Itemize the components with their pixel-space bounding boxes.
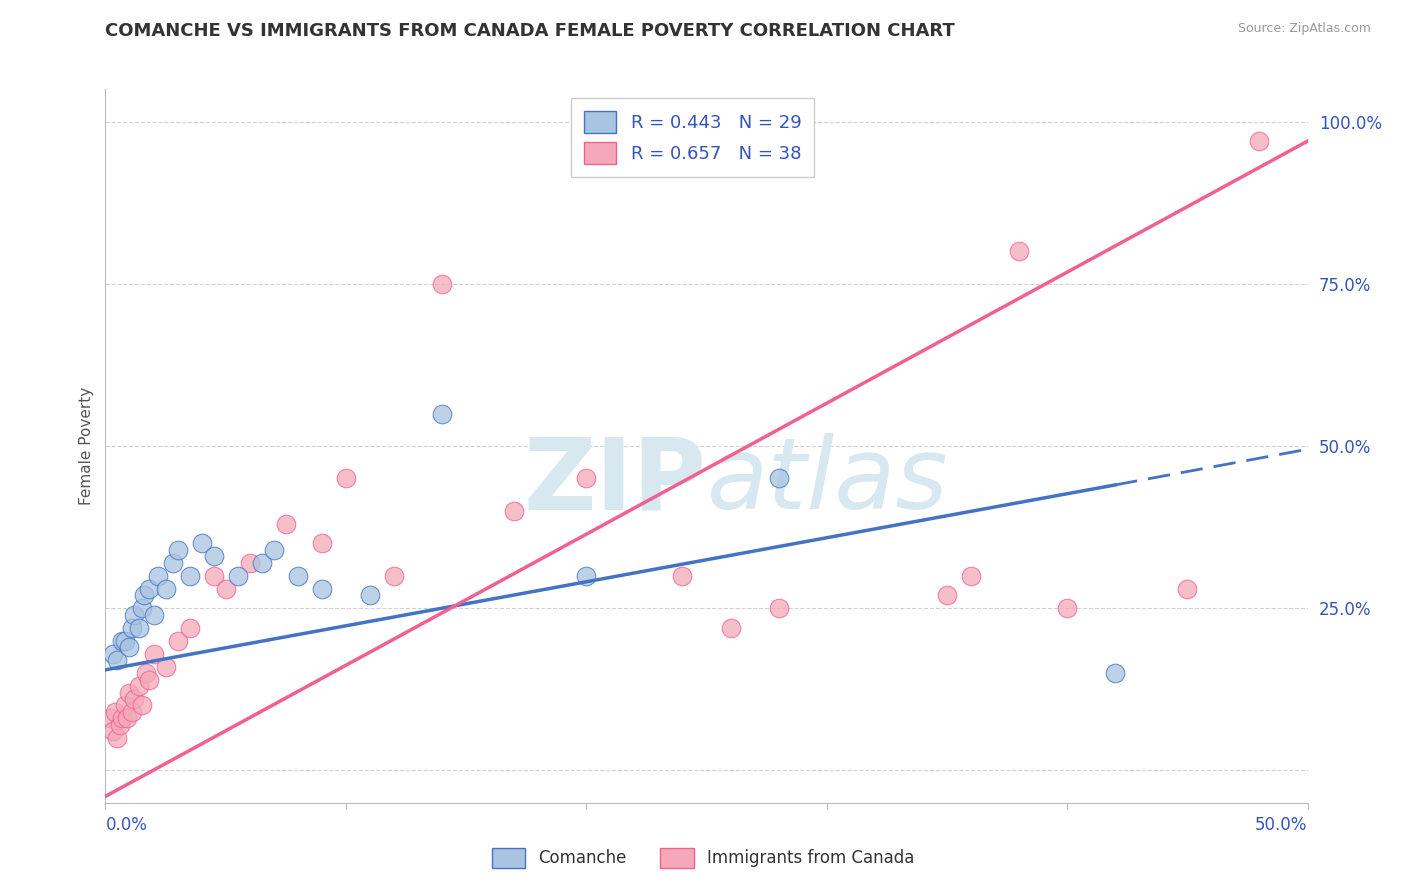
Point [107,731,129,745]
Point [359,588,381,602]
Point [179,621,201,635]
Point [101,647,124,661]
Point [430,277,453,291]
Point [250,556,273,570]
Text: atlas: atlas [707,434,948,530]
Text: Source: ZipAtlas.com: Source: ZipAtlas.com [1237,22,1371,36]
Point [720,621,742,635]
Point [503,504,526,518]
Point [101,724,124,739]
Text: 0.0%: 0.0% [105,816,148,834]
Point [179,568,201,582]
Point [104,705,127,719]
Point [202,549,225,564]
Point [162,556,184,570]
Point [124,607,146,622]
Point [118,640,141,654]
Point [575,568,598,582]
Point [121,705,143,719]
Point [575,471,598,485]
Point [138,673,160,687]
Point [131,698,153,713]
Point [335,471,357,485]
Text: COMANCHE VS IMMIGRANTS FROM CANADA FEMALE POVERTY CORRELATION CHART: COMANCHE VS IMMIGRANTS FROM CANADA FEMAL… [105,22,955,40]
Point [936,588,959,602]
Point [311,536,333,550]
Point [118,685,141,699]
Point [1104,666,1126,681]
Legend: R = 0.443   N = 29, R = 0.657   N = 38: R = 0.443 N = 29, R = 0.657 N = 38 [571,98,814,177]
Point [1175,582,1198,596]
Point [430,407,453,421]
Point [382,568,405,582]
Point [239,556,262,570]
Point [671,568,693,582]
Point [1008,244,1031,259]
Point [768,601,790,615]
Point [138,582,160,596]
Legend: Comanche, Immigrants from Canada: Comanche, Immigrants from Canada [485,841,921,875]
Point [135,666,157,681]
Point [142,647,165,661]
Point [107,653,129,667]
Point [190,536,212,550]
Point [111,633,134,648]
Point [311,582,333,596]
Point [148,568,170,582]
Point [768,471,790,485]
Point [1249,134,1271,148]
Point [166,633,188,648]
Point [226,568,249,582]
Point [274,516,297,531]
Point [142,607,165,622]
Point [114,698,136,713]
Point [115,711,138,725]
Point [114,633,136,648]
Point [155,659,177,673]
Point [960,568,983,582]
Text: ZIP: ZIP [523,434,707,530]
Point [111,711,134,725]
Point [108,718,131,732]
Point [121,621,143,635]
Point [98,711,121,725]
Point [124,692,146,706]
Text: 50.0%: 50.0% [1256,816,1308,834]
Point [202,568,225,582]
Point [263,542,285,557]
Point [128,679,150,693]
Point [214,582,236,596]
Point [131,601,153,615]
Point [155,582,177,596]
Point [132,588,155,602]
Y-axis label: Female Poverty: Female Poverty [79,387,94,505]
Point [166,542,188,557]
Point [128,621,150,635]
Point [1056,601,1078,615]
Point [287,568,309,582]
